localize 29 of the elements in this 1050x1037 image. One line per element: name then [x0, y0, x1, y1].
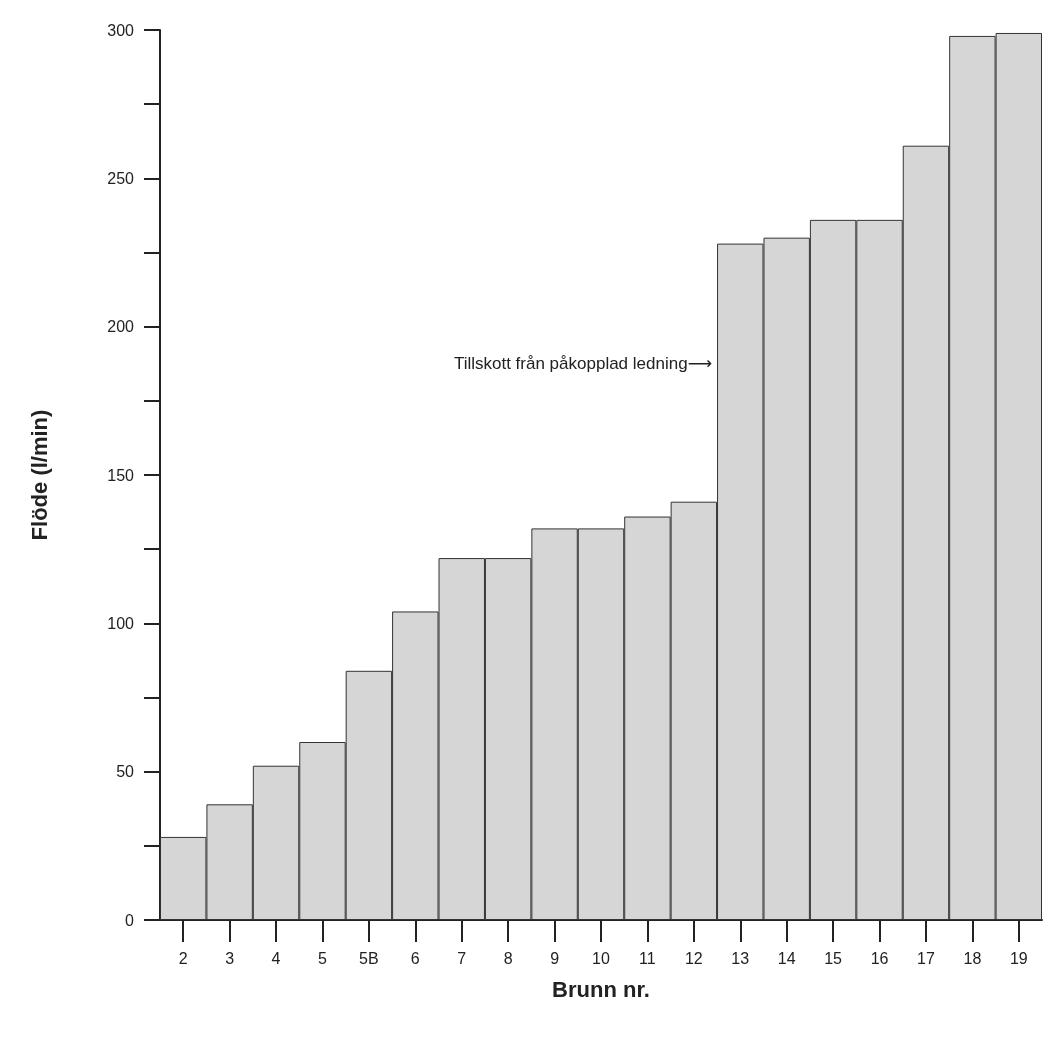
x-tick-label: 9 [550, 949, 560, 967]
x-tick-label: 8 [503, 949, 513, 967]
x-tick-label: 7 [457, 949, 467, 967]
x-tick-label: 12 [684, 949, 703, 967]
x-tick-label: 4 [271, 949, 281, 967]
annotation: Tillskott från påkopplad ledning⟶ [453, 354, 712, 373]
y-tick-label: 100 [107, 614, 135, 632]
x-tick-label: 19 [1009, 949, 1028, 967]
x-tick-label: 5 [318, 949, 328, 967]
x-tick-label: 11 [639, 949, 656, 967]
y-tick-label: 250 [107, 169, 135, 187]
x-tick-label: 15 [824, 949, 843, 967]
x-tick-label: 18 [963, 949, 982, 967]
y-axis-title: Flöde (l/min) [26, 409, 52, 541]
y-tick-label: 50 [116, 763, 135, 781]
y-tick-label: 150 [107, 466, 135, 484]
y-tick-label: 0 [125, 911, 135, 929]
x-tick-label: 2 [178, 949, 188, 967]
x-tick-label: 10 [592, 949, 610, 967]
x-tick-label: 3 [225, 949, 235, 967]
x-tick-label: 5B [359, 949, 379, 967]
x-tick-label: 14 [777, 949, 796, 967]
x-tick-label: 17 [917, 949, 935, 967]
y-tick-label: 300 [107, 21, 135, 39]
x-tick-label: 16 [870, 949, 889, 967]
x-tick-label: 6 [410, 949, 420, 967]
x-axis-title: Brunn nr. [552, 976, 650, 1002]
x-tick-label: 13 [731, 949, 750, 967]
y-tick-label: 200 [107, 318, 135, 336]
